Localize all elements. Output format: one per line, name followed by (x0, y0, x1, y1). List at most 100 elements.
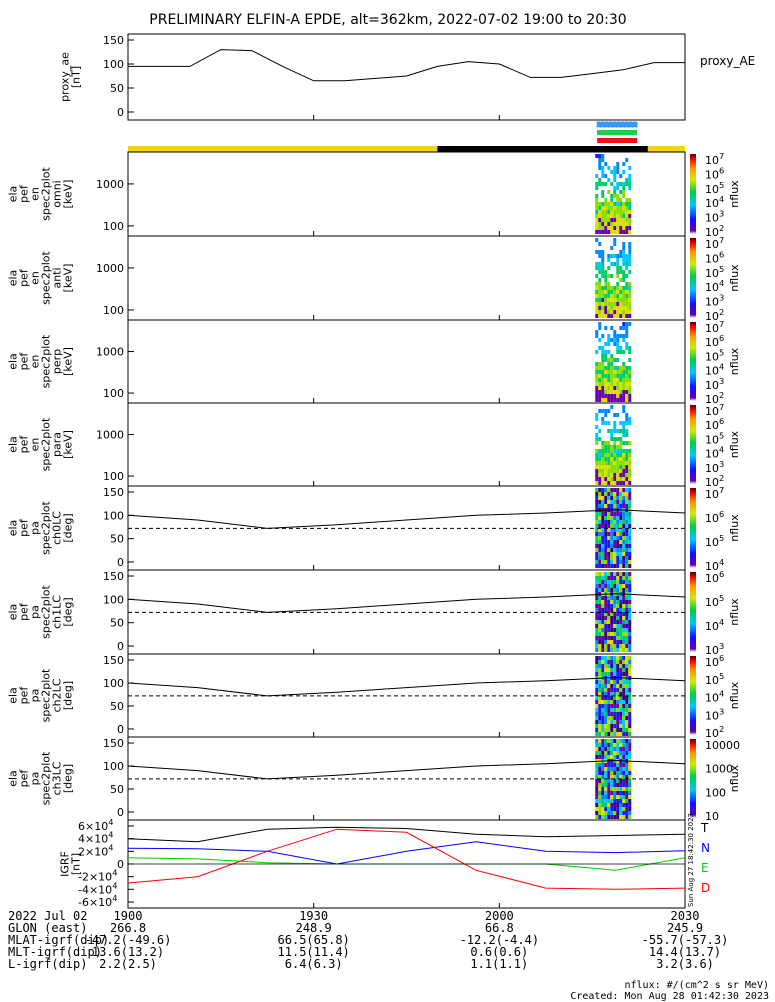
spectrogram-cell-ch1LC (622, 600, 626, 604)
spectrogram-cell-para (619, 465, 623, 469)
spectrogram-cell-ch3LC (607, 755, 611, 759)
spectrogram-cell-ch2LC (598, 708, 602, 712)
spectrogram-cell-anti (595, 290, 599, 294)
y-tick-label-igrf: -2×104 (78, 868, 117, 884)
spectrogram-cell-ch0LC (604, 512, 608, 516)
spectrogram-cell-ch1LC (628, 608, 632, 612)
spectrogram-cell-anti (610, 294, 614, 298)
y-axis-label-ch3LC: pa (29, 772, 42, 786)
spectrogram-cell-ch2LC (619, 700, 623, 704)
spectrogram-cell-ch0LC (595, 548, 599, 552)
spectrogram-cell-ch0LC (613, 528, 617, 532)
spectrogram-cell-ch3LC (613, 811, 617, 815)
spectrogram-cell-ch0LC (622, 548, 626, 552)
spectrogram-cell-ch0LC (595, 528, 599, 532)
spectrogram-cell-omni (601, 206, 605, 210)
spectrogram-cell-ch3LC (628, 811, 632, 815)
spectrogram-cell-ch1LC (625, 628, 629, 632)
spectrogram-cell-anti (613, 242, 617, 246)
spectrogram-cell-ch1LC (604, 576, 608, 580)
spectrogram-cell-perp (610, 366, 614, 370)
spectrogram-cell-para (628, 457, 632, 461)
spectrogram-cell-ch2LC (610, 732, 614, 736)
y-axis-label-para: pef (18, 435, 31, 454)
spectrogram-cell-ch1LC (598, 620, 602, 624)
spectrogram-cell-anti (601, 266, 605, 270)
colorbar-tick-ch1LC: 104 (705, 617, 724, 633)
spectrogram-cell-para (604, 445, 608, 449)
spectrogram-cell-perp (619, 390, 623, 394)
spectrogram-cell-perp (604, 354, 608, 358)
spectrogram-cell-ch3LC (607, 807, 611, 811)
spectrogram-cell-ch1LC (622, 596, 626, 600)
spectrogram-cell-ch3LC (622, 779, 626, 783)
spectrogram-cell-para (613, 421, 617, 425)
spectrogram-cell-ch3LC (625, 799, 629, 803)
spectrogram-cell-ch2LC (610, 664, 614, 668)
spectrogram-cell-ch3LC (610, 799, 614, 803)
spectrogram-cell-ch1LC (595, 612, 599, 616)
spectrogram-cell-ch0LC (607, 500, 611, 504)
spectrogram-cell-anti (601, 290, 605, 294)
spectrogram-cell-ch0LC (601, 560, 605, 564)
spectrogram-cell-ch3LC (628, 751, 632, 755)
spectrogram-cell-ch3LC (628, 763, 632, 767)
spectrogram-cell-ch0LC (607, 552, 611, 556)
spectrogram-cell-omni (628, 186, 632, 190)
spectrogram-cell-perp (607, 378, 611, 382)
spectrogram-cell-ch2LC (625, 704, 629, 708)
spectrogram-cell-perp (622, 386, 626, 390)
spectrogram-cell-omni (619, 182, 623, 186)
spectrogram-cell-ch0LC (598, 564, 602, 568)
spectrogram-cell-omni (613, 222, 617, 226)
spectrogram-cell-ch1LC (604, 572, 608, 576)
spectrogram-cell-anti (619, 290, 623, 294)
spectrogram-cell-ch3LC (607, 811, 611, 815)
spectrogram-cell-ch2LC (601, 692, 605, 696)
spectrogram-cell-ch1LC (619, 608, 623, 612)
spectrogram-cell-ch2LC (607, 656, 611, 660)
spectrogram-cell-ch2LC (595, 724, 599, 728)
spectrogram-cell-perp (616, 338, 620, 342)
spectrogram-cell-ch1LC (610, 576, 614, 580)
spectrogram-cell-ch0LC (607, 544, 611, 548)
spectrogram-cell-ch0LC (601, 492, 605, 496)
spectrogram-cell-ch1LC (616, 604, 620, 608)
spectrogram-cell-para (607, 449, 611, 453)
spectrogram-cell-para (613, 445, 617, 449)
y-tick-label-igrf: -4×104 (78, 880, 117, 896)
spectrogram-cell-ch0LC (625, 552, 629, 556)
spectrogram-cell-perp (607, 338, 611, 342)
spectrogram-cell-perp (622, 398, 626, 402)
spectrogram-cell-perp (613, 394, 617, 398)
spectrogram-cell-para (595, 417, 599, 421)
spectrogram-cell-ch0LC (610, 516, 614, 520)
spectrogram-cell-ch1LC (595, 588, 599, 592)
y-axis-label-ch2LC: ela (7, 687, 20, 704)
spectrogram-cell-para (610, 469, 614, 473)
spectrogram-cell-perp (601, 346, 605, 350)
spectrogram-cell-para (619, 473, 623, 477)
spectrogram-cell-ch0LC (613, 504, 617, 508)
spectrogram-cell-anti (628, 250, 632, 254)
spectrogram-cell-omni (613, 194, 617, 198)
spectrogram-cell-ch1LC (628, 644, 632, 648)
spectrogram-cell-ch0LC (613, 532, 617, 536)
spectrogram-cell-ch0LC (622, 540, 626, 544)
spectrogram-cell-ch3LC (613, 783, 617, 787)
spectrogram-cell-ch2LC (613, 688, 617, 692)
spectrogram-cell-omni (622, 162, 626, 166)
spectrogram-cell-ch1LC (610, 596, 614, 600)
spectrogram-cell-ch1LC (610, 644, 614, 648)
spectrogram-cell-omni (610, 206, 614, 210)
spectrogram-cell-omni (610, 214, 614, 218)
spectrogram-cell-omni (628, 226, 632, 230)
ephemeris-value: 1.1(1.1) (470, 957, 529, 971)
spectrogram-cell-ch0LC (625, 488, 629, 492)
spectrogram-cell-perp (622, 362, 626, 366)
spectrogram-cell-para (613, 413, 617, 417)
spectrogram-cell-perp (607, 394, 611, 398)
spectrogram-cell-ch3LC (625, 815, 629, 819)
spectrogram-cell-anti (622, 258, 626, 262)
colorbar-tick-ch1LC: 106 (705, 569, 724, 585)
